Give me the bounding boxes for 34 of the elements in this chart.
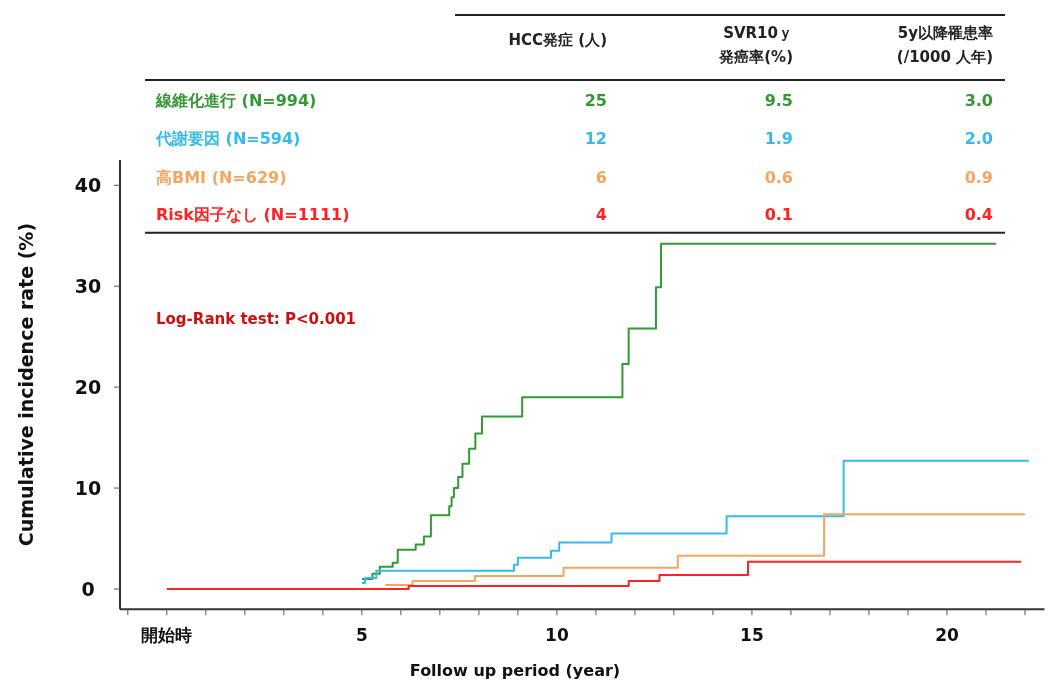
text: 代謝要因 (N=594): [155, 129, 301, 148]
text: HCC発症 (人): [508, 31, 607, 49]
text: 3.0: [964, 91, 993, 110]
y-tick-label: 0: [81, 578, 95, 601]
y-tick-label: 30: [74, 275, 102, 298]
text: 1.9: [764, 129, 793, 148]
x-tick-label: 10: [545, 625, 569, 646]
x-tick-label: 15: [740, 625, 764, 646]
text: 高BMI (N=629): [156, 168, 287, 187]
annotation: Log-Rank test: P<0.001: [156, 310, 357, 328]
y-tick-label: 10: [74, 477, 102, 500]
annotation: 4: [595, 205, 607, 224]
annotation: 0.1: [764, 205, 793, 224]
annotation: 0.4: [964, 205, 993, 224]
y-axis-title: Cumulative incidence rate (%): [15, 222, 37, 547]
text: 12: [584, 129, 607, 148]
text: SVR10ｙ: [723, 24, 793, 42]
text: 5y以降罹患率: [897, 24, 993, 42]
x-tick-label: 20: [935, 625, 959, 646]
text: Risk因子なし (N=1111): [156, 205, 350, 224]
annotation: 0.9: [964, 168, 993, 187]
x-tick-label: 開始時: [141, 625, 193, 646]
text: 線維化進行 (N=994): [155, 91, 317, 110]
y-tick-label: 20: [74, 376, 102, 399]
x-tick-label: 5: [355, 625, 368, 646]
text: 25: [584, 91, 607, 110]
annotation: 6: [595, 168, 607, 187]
text: 発癌率(%): [718, 48, 793, 66]
x-axis-title: Follow up period (year): [409, 661, 621, 680]
text: 2.0: [964, 129, 993, 148]
text: (/1000 人年): [896, 48, 993, 66]
y-tick-label: 40: [74, 174, 102, 197]
annotation: 0.6: [764, 168, 793, 187]
text: 9.5: [764, 91, 793, 110]
